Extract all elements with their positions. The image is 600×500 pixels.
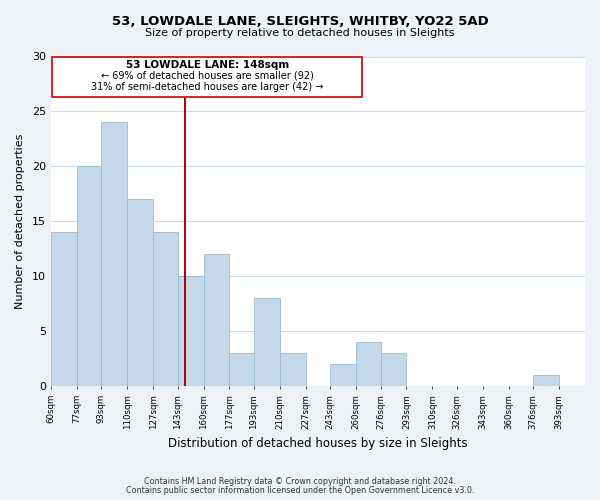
X-axis label: Distribution of detached houses by size in Sleights: Distribution of detached houses by size … [168, 437, 468, 450]
Bar [178, 276, 203, 386]
Bar [77, 166, 101, 386]
Text: Contains HM Land Registry data © Crown copyright and database right 2024.: Contains HM Land Registry data © Crown c… [144, 477, 456, 486]
Bar [533, 375, 559, 386]
Bar [51, 232, 77, 386]
FancyBboxPatch shape [52, 56, 362, 97]
Bar [356, 342, 380, 386]
Text: 53 LOWDALE LANE: 148sqm: 53 LOWDALE LANE: 148sqm [126, 60, 289, 70]
Bar [229, 353, 254, 386]
Bar [101, 122, 127, 386]
Text: Size of property relative to detached houses in Sleights: Size of property relative to detached ho… [145, 28, 455, 38]
Bar [203, 254, 229, 386]
Bar [330, 364, 356, 386]
Bar [280, 353, 306, 386]
Bar [127, 200, 153, 386]
Bar [153, 232, 178, 386]
Text: ← 69% of detached houses are smaller (92): ← 69% of detached houses are smaller (92… [101, 71, 314, 81]
Text: 31% of semi-detached houses are larger (42) →: 31% of semi-detached houses are larger (… [91, 82, 323, 92]
Text: Contains public sector information licensed under the Open Government Licence v3: Contains public sector information licen… [126, 486, 474, 495]
Bar [254, 298, 280, 386]
Y-axis label: Number of detached properties: Number of detached properties [15, 134, 25, 309]
Bar [380, 353, 406, 386]
Text: 53, LOWDALE LANE, SLEIGHTS, WHITBY, YO22 5AD: 53, LOWDALE LANE, SLEIGHTS, WHITBY, YO22… [112, 15, 488, 28]
